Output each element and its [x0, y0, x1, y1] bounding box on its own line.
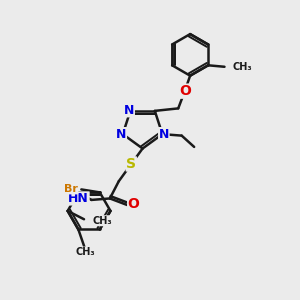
- Text: N: N: [124, 104, 134, 117]
- Text: CH₃: CH₃: [233, 62, 252, 72]
- Text: S: S: [126, 157, 136, 171]
- Text: N: N: [116, 128, 127, 141]
- Text: N: N: [159, 128, 169, 141]
- Text: CH₃: CH₃: [92, 216, 112, 226]
- Text: CH₃: CH₃: [75, 247, 95, 257]
- Text: O: O: [128, 197, 140, 212]
- Text: O: O: [179, 84, 191, 98]
- Text: Br: Br: [64, 184, 78, 194]
- Text: HN: HN: [68, 192, 89, 205]
